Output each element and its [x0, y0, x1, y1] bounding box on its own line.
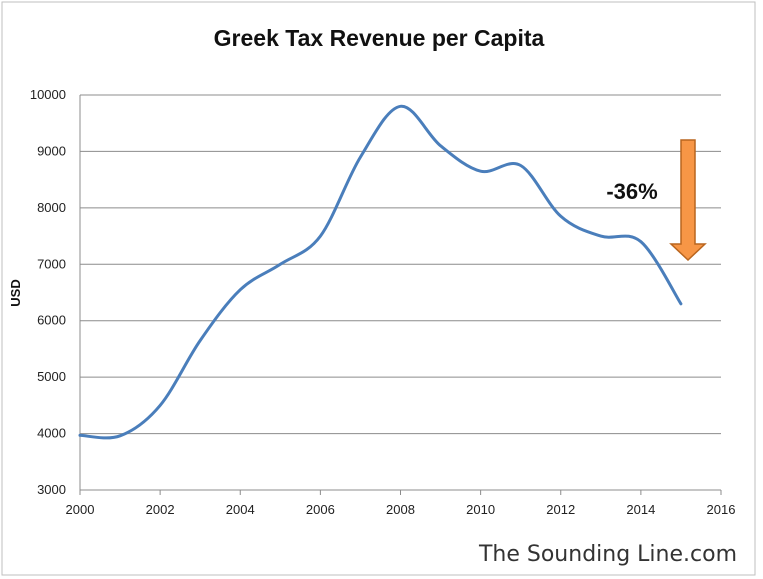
y-tick-label: 3000 — [37, 482, 66, 497]
x-tick-label: 2016 — [707, 502, 736, 517]
chart-title: Greek Tax Revenue per Capita — [214, 25, 545, 51]
y-tick-label: 6000 — [37, 313, 66, 328]
x-tick-label: 2008 — [386, 502, 415, 517]
tick-labels: 3000 4000 5000 6000 7000 8000 9000 10000 2000 200… — [30, 87, 736, 517]
y-tick-label: 5000 — [37, 369, 66, 384]
series-lines — [78, 104, 683, 440]
series-line — [78, 104, 683, 440]
y-tick-label: 10000 — [30, 87, 66, 102]
annotations: -36% — [606, 139, 707, 262]
down-arrow-icon — [669, 139, 707, 262]
x-tick-label: 2012 — [546, 502, 575, 517]
x-tick-label: 2006 — [306, 502, 335, 517]
grid-lines — [80, 94, 721, 435]
x-tick-label: 2014 — [626, 502, 655, 517]
y-tick-label: 7000 — [37, 256, 66, 271]
y-axis-title: USD — [8, 279, 23, 306]
watermark: The Sounding Line.com — [478, 542, 737, 567]
x-tick-label: 2004 — [226, 502, 255, 517]
change-annotation: -36% — [606, 179, 657, 204]
x-tick-label: 2002 — [146, 502, 175, 517]
y-tick-label: 8000 — [37, 200, 66, 215]
x-tick-label: 2000 — [66, 502, 95, 517]
y-tick-label: 9000 — [37, 143, 66, 158]
axes — [79, 95, 722, 495]
x-tick-label: 2010 — [466, 502, 495, 517]
y-tick-label: 4000 — [37, 426, 66, 441]
